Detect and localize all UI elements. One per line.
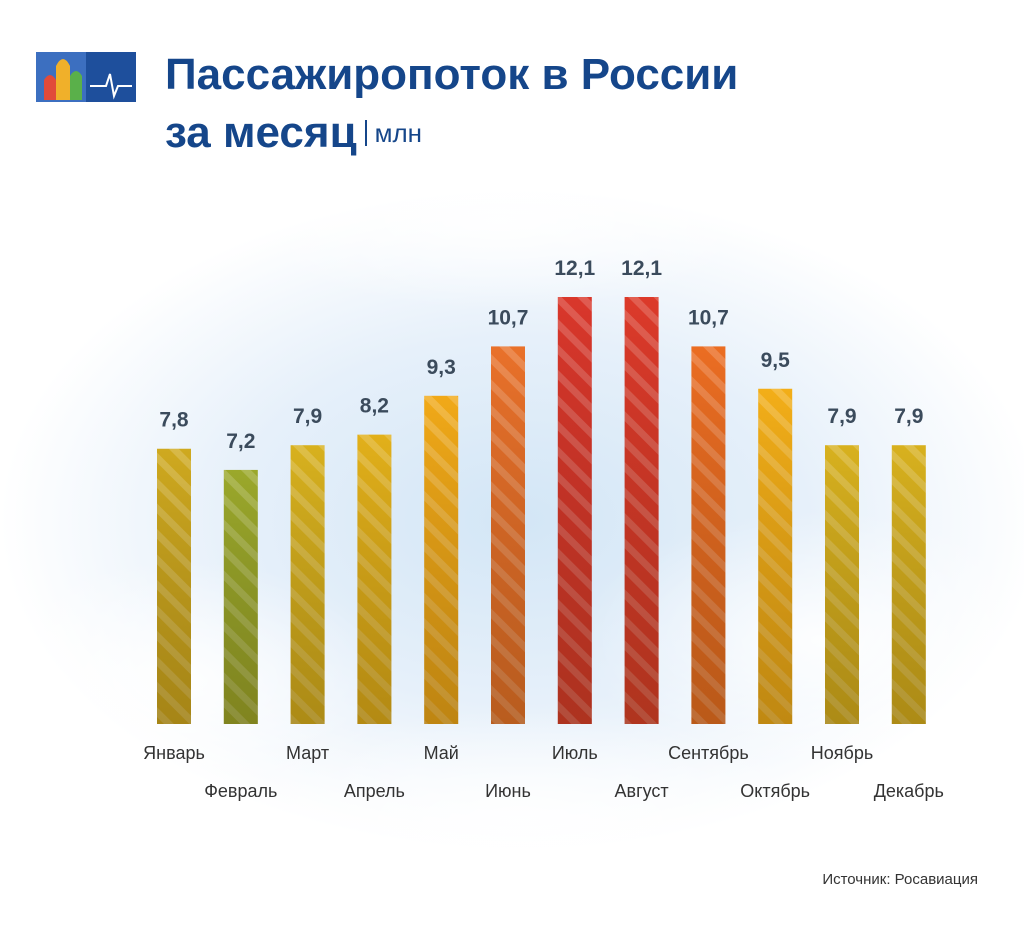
bar-shade (223, 469, 258, 724)
bar-shade (157, 448, 191, 724)
x-tick-label: Август (615, 781, 669, 801)
bar-group (290, 445, 325, 724)
title-row: за месяц млн (165, 104, 738, 162)
value-label: 7,8 (159, 409, 189, 432)
bar-group (691, 346, 726, 724)
value-label: 10,7 (688, 306, 729, 329)
title-line: за месяц (165, 108, 357, 157)
x-tick-label: Ноябрь (811, 743, 873, 763)
bar-shade (357, 434, 392, 724)
bar-shade (424, 395, 459, 724)
unit: млн (364, 120, 422, 146)
x-tick-label: Январь (143, 743, 205, 763)
value-label: 12,1 (554, 257, 595, 280)
x-tick-label: Июль (552, 743, 598, 763)
bar-shade (758, 388, 793, 724)
bar-group (825, 445, 859, 724)
bar-group (357, 434, 392, 724)
title-line: Пассажиропоток в России (165, 50, 739, 99)
source: Источник: Росавиация (822, 871, 978, 888)
x-tick-label: Апрель (344, 781, 405, 801)
x-tick-label: Март (286, 743, 329, 763)
value-label: 9,3 (427, 356, 456, 379)
bar-group (491, 346, 525, 724)
bar-group (891, 445, 926, 724)
bar-shade (491, 346, 525, 724)
value-label: 12,1 (621, 257, 662, 280)
bar-shade (624, 297, 659, 724)
x-tick-label: Февраль (204, 781, 277, 801)
value-label: 10,7 (488, 306, 529, 329)
x-tick-label: Декабрь (874, 781, 944, 801)
bar-shade (891, 445, 926, 724)
value-label: 7,9 (827, 405, 856, 428)
value-label: 7,2 (226, 430, 255, 453)
bar-shade (691, 346, 726, 724)
value-label: 7,9 (293, 405, 322, 428)
bar-group (557, 297, 592, 724)
bar-shade (557, 297, 592, 724)
bar-group (624, 297, 659, 724)
x-tick-label: Июнь (485, 781, 531, 801)
logo (36, 52, 136, 102)
x-tick-label: Сентябрь (668, 743, 749, 763)
x-tick-label: Октябрь (740, 781, 810, 801)
bar-shade (290, 445, 325, 724)
bar-group (157, 448, 191, 724)
bar-group (223, 469, 258, 724)
value-label: 8,2 (360, 395, 389, 418)
x-tick-label: Май (424, 743, 459, 763)
chart-title: Пассажиропоток в России за месяц млн (165, 46, 738, 162)
bar-group (424, 395, 459, 724)
value-label: 9,5 (761, 349, 791, 372)
value-label: 7,9 (894, 405, 923, 428)
bar-shade (825, 445, 859, 724)
bar-group (758, 388, 793, 724)
